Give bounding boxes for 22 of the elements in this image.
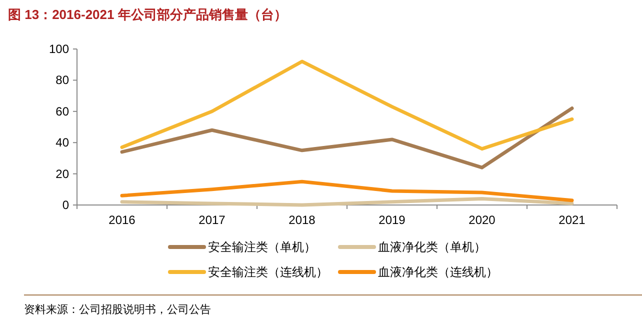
- x-tick-label: 2020: [468, 213, 496, 227]
- line-series: [120, 106, 574, 170]
- chart-title: 图 13：2016-2021 年公司部分产品销售量（台）: [8, 7, 287, 22]
- x-tick-label: 2021: [558, 213, 586, 227]
- legend-label: 安全输注类（连线机）: [208, 265, 328, 279]
- legend-label: 血液净化类（连线机）: [378, 265, 498, 279]
- y-tick-label: 80: [56, 73, 70, 88]
- y-tick-label: 100: [48, 42, 70, 56]
- line-series: [120, 197, 574, 207]
- x-tick-label: 2018: [288, 213, 316, 227]
- x-tick-label: 2017: [198, 213, 226, 227]
- y-tick-label: 0: [62, 198, 70, 212]
- line-series: [120, 180, 574, 202]
- y-tick-label: 40: [56, 136, 70, 150]
- x-tick-label: 2016: [108, 213, 136, 227]
- x-tick-label: 2019: [378, 213, 406, 227]
- y-tick-label: 60: [56, 104, 70, 118]
- legend-label: 血液净化类（单机）: [378, 240, 486, 254]
- legend-label: 安全输注类（单机）: [208, 240, 316, 254]
- text: 资料来源：公司招股说明书，公司公告: [24, 303, 211, 316]
- line-series: [120, 60, 574, 151]
- y-tick-label: 20: [56, 166, 70, 181]
